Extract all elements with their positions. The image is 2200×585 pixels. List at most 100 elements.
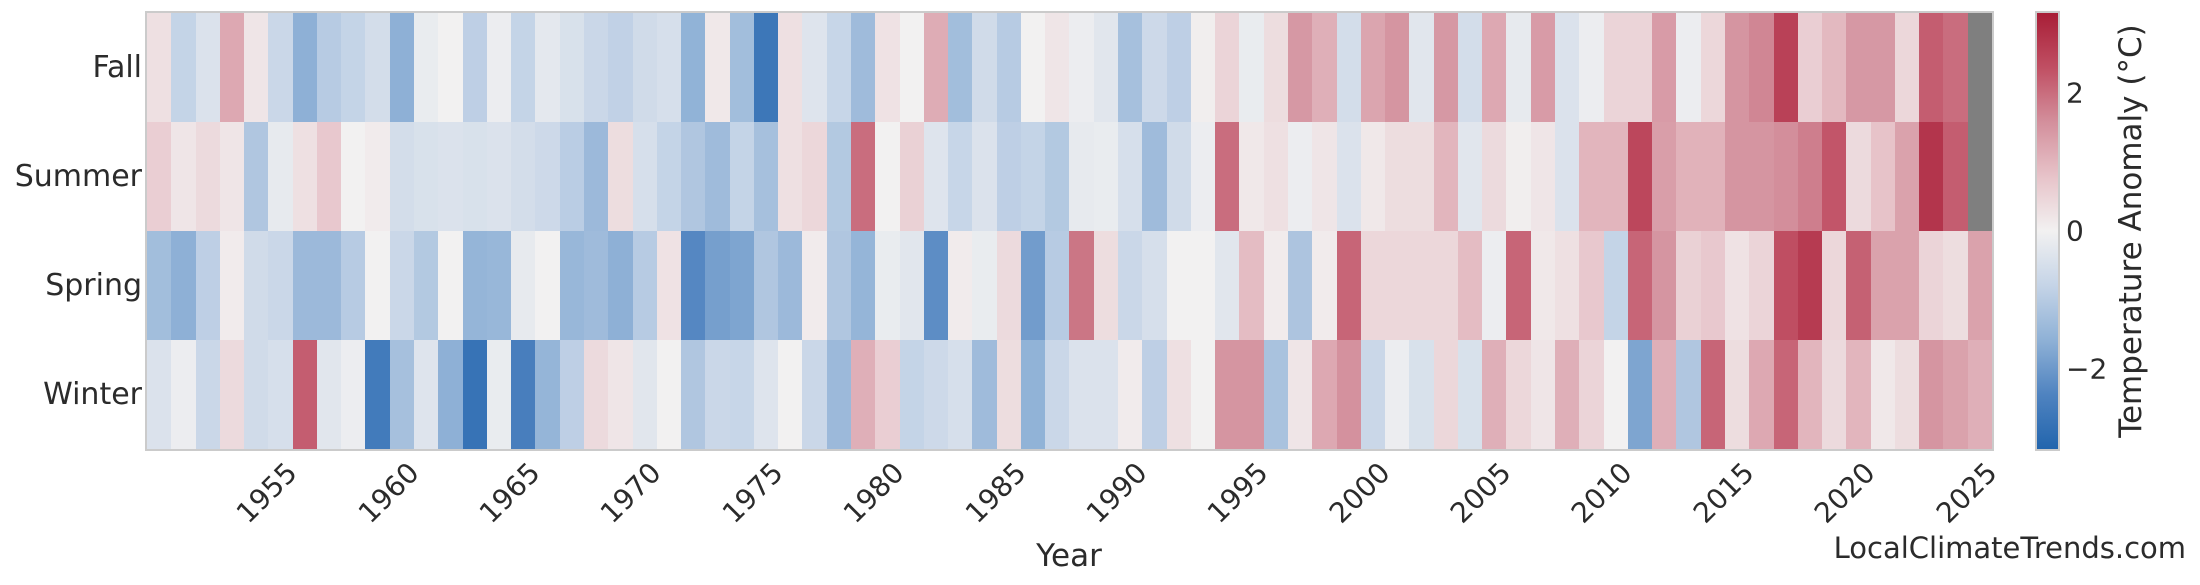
heatmap-cell xyxy=(1652,13,1677,122)
heatmap-cell xyxy=(656,13,682,122)
heatmap-cell xyxy=(559,13,584,122)
heatmap-cell xyxy=(729,340,754,449)
heatmap-cell xyxy=(486,340,512,449)
heatmap-cell xyxy=(1579,122,1604,231)
x-axis-title: Year xyxy=(1036,538,1102,574)
heatmap-cell xyxy=(1166,13,1191,122)
heatmap-cell xyxy=(1142,13,1167,122)
heatmap-cell xyxy=(1797,122,1823,231)
heatmap-cell xyxy=(875,13,900,122)
heatmap-cell xyxy=(948,13,973,122)
heatmap-cell xyxy=(1700,122,1725,231)
colorbar-axis-label: Temperature Anomaly (°C) xyxy=(2113,24,2149,438)
heatmap-cell xyxy=(559,340,584,449)
heatmap-cell xyxy=(341,122,366,231)
heatmap-cell xyxy=(1652,122,1677,231)
heatmap-cell xyxy=(1287,231,1313,340)
heatmap-cell xyxy=(1943,340,1968,449)
heatmap-cell xyxy=(1530,122,1556,231)
heatmap-cell xyxy=(1215,340,1240,449)
heatmap-cell xyxy=(341,340,366,449)
heatmap-cell xyxy=(1894,13,1920,122)
heatmap-cell xyxy=(656,231,682,340)
heatmap-cell xyxy=(1045,231,1070,340)
heatmap-cell xyxy=(1870,231,1895,340)
heatmap-cell xyxy=(1215,231,1240,340)
heatmap-cell xyxy=(1069,340,1094,449)
heatmap-cell xyxy=(292,340,317,449)
heatmap-cell xyxy=(972,122,997,231)
heatmap-cell xyxy=(681,13,706,122)
heatmap-cell xyxy=(1749,340,1774,449)
heatmap-cell xyxy=(1385,122,1410,231)
heatmap-cell xyxy=(826,122,851,231)
x-tick-label-1990: 1990 xyxy=(1079,456,1154,530)
x-tick-label-2025: 2025 xyxy=(1929,456,2004,530)
heatmap-cell xyxy=(1894,340,1920,449)
heatmap-cell xyxy=(875,122,900,231)
heatmap-cell xyxy=(389,122,415,231)
heatmap-cell xyxy=(1724,13,1750,122)
heatmap-cell xyxy=(1627,122,1653,231)
heatmap-cell xyxy=(1093,231,1119,340)
heatmap-cell xyxy=(899,122,924,231)
heatmap-cell xyxy=(1506,13,1531,122)
heatmap-cell xyxy=(729,122,754,231)
x-tick-label-1975: 1975 xyxy=(715,456,790,530)
heatmap-cell xyxy=(1894,122,1920,231)
heatmap-cell xyxy=(1603,13,1628,122)
heatmap-cell xyxy=(875,231,900,340)
heatmap-cell xyxy=(244,231,269,340)
heatmap-cell xyxy=(1676,231,1701,340)
heatmap-cell xyxy=(1118,340,1143,449)
heatmap-cell xyxy=(316,340,342,449)
heatmap-cell xyxy=(583,122,609,231)
heatmap-cell xyxy=(1967,340,1992,449)
heatmap-cell xyxy=(1652,340,1677,449)
heatmap-cell xyxy=(753,13,779,122)
heatmap-cell xyxy=(1385,340,1410,449)
heatmap-cell xyxy=(1142,340,1167,449)
heatmap-cell xyxy=(462,231,487,340)
heatmap-cell xyxy=(972,231,997,340)
heatmap-cell xyxy=(1360,340,1386,449)
heatmap-cell xyxy=(1093,13,1119,122)
heatmap-cell xyxy=(753,231,779,340)
heatmap-cell xyxy=(1045,122,1070,231)
heatmap-cell xyxy=(1190,122,1216,231)
heatmap-cell xyxy=(1069,122,1094,231)
heatmap-cell xyxy=(681,122,706,231)
heatmap-cell xyxy=(948,231,973,340)
heatmap-cell xyxy=(1700,13,1725,122)
heatmap-cell xyxy=(1967,231,1992,340)
heatmap-cell xyxy=(147,13,172,122)
heatmap-cell xyxy=(559,231,584,340)
row-label-summer: Summer xyxy=(14,158,142,194)
heatmap-cell xyxy=(1190,340,1216,449)
heatmap-cell xyxy=(1409,231,1434,340)
heatmap-cell xyxy=(1457,340,1483,449)
heatmap-cell xyxy=(923,122,949,231)
heatmap-cell xyxy=(1676,122,1701,231)
heatmap-cell xyxy=(608,231,633,340)
x-tick-label-1970: 1970 xyxy=(594,456,669,530)
heatmap-cell xyxy=(851,122,876,231)
heatmap-cell xyxy=(1919,13,1944,122)
x-tick-label-1960: 1960 xyxy=(351,456,426,530)
heatmap-cell xyxy=(1263,122,1288,231)
heatmap-cell xyxy=(802,122,827,231)
heatmap-cell xyxy=(1457,122,1483,231)
heatmap-cell xyxy=(1287,13,1313,122)
heatmap-cell xyxy=(414,13,439,122)
heatmap-cell xyxy=(1870,13,1895,122)
heatmap-cell xyxy=(195,231,220,340)
heatmap-cell xyxy=(1020,13,1046,122)
heatmap-cell xyxy=(1482,13,1507,122)
heatmap-cell xyxy=(1894,231,1920,340)
heatmap-cell xyxy=(1142,231,1167,340)
heatmap-cell xyxy=(1506,122,1531,231)
heatmap-cell xyxy=(705,231,730,340)
heatmap-cell xyxy=(1652,231,1677,340)
heatmap-cell xyxy=(147,340,172,449)
heatmap-cell xyxy=(1482,340,1507,449)
